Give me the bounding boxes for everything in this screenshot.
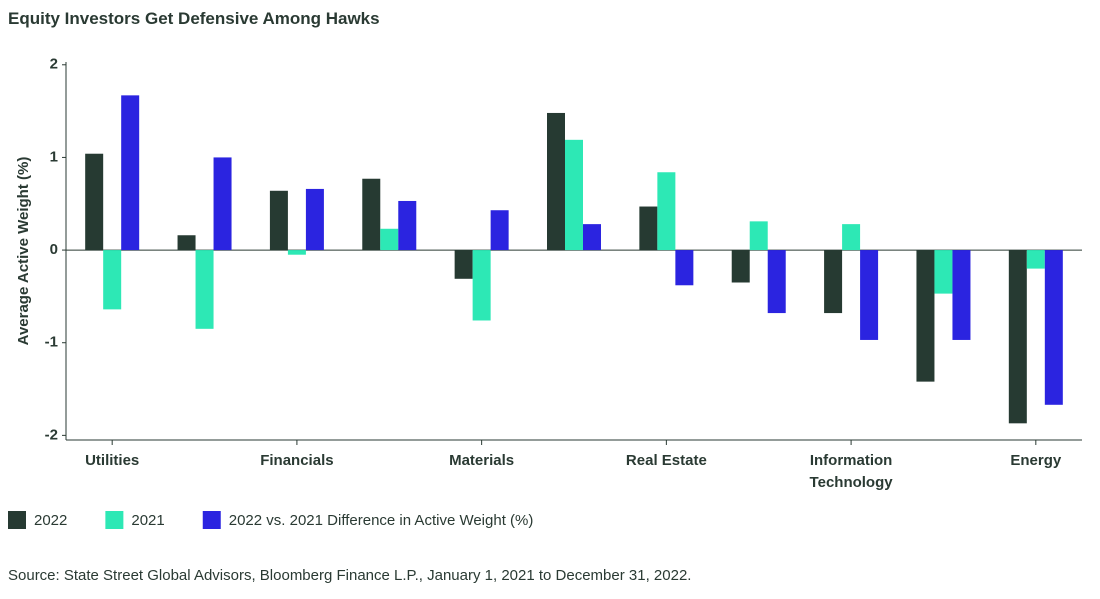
- bar: [85, 153, 104, 251]
- legend-swatch: [202, 511, 221, 529]
- x-tick-label: Real Estate: [625, 452, 707, 469]
- legend-swatch: [8, 511, 26, 529]
- x-tick-label: Financials: [260, 452, 334, 469]
- bar: [934, 250, 953, 294]
- bar: [583, 224, 601, 251]
- legend-label: 2021: [131, 512, 164, 529]
- bar: [860, 250, 879, 340]
- y-axis-title: Average Active Weight (%): [15, 157, 32, 346]
- y-tick-label: 2: [50, 56, 58, 73]
- bar: [177, 235, 196, 251]
- bar: [749, 221, 768, 251]
- bar: [675, 250, 694, 286]
- bar: [639, 206, 658, 251]
- bar: [380, 228, 399, 251]
- bar: [287, 250, 306, 255]
- bar: [565, 139, 583, 251]
- y-tick-label: -2: [45, 426, 58, 443]
- legend-label: 2022 vs. 2021 Difference in Active Weigh…: [229, 512, 534, 529]
- x-tick-label: Energy: [1010, 452, 1062, 469]
- bar: [121, 95, 140, 251]
- bar: [1044, 250, 1063, 405]
- bar: [362, 178, 381, 251]
- bar: [103, 250, 122, 310]
- legend-label: 2022: [34, 512, 67, 529]
- bar: [195, 250, 214, 329]
- y-tick-label: 1: [50, 148, 58, 165]
- source: Source: State Street Global Advisors, Bl…: [8, 567, 691, 584]
- x-tick-label: Materials: [449, 452, 515, 469]
- bar: [213, 157, 232, 251]
- bar: [490, 210, 509, 251]
- bar: [842, 224, 861, 251]
- bar: [454, 250, 473, 279]
- bar: [952, 250, 971, 340]
- x-tick-label: Utilities: [85, 452, 140, 469]
- bar: [657, 172, 676, 251]
- legend-swatch: [105, 511, 124, 529]
- bar: [547, 112, 565, 251]
- bar: [305, 188, 324, 251]
- bar: [731, 250, 750, 283]
- bar: [269, 190, 288, 251]
- bar: [1008, 250, 1027, 424]
- bar: [916, 250, 935, 382]
- x-tick-label: Information Technology: [809, 452, 893, 491]
- bar: [767, 250, 786, 314]
- y-tick-label: -1: [45, 334, 58, 351]
- bar: [398, 200, 417, 251]
- bar: [824, 250, 843, 314]
- chart-title: Equity Investors Get Defensive Among Haw…: [8, 9, 380, 28]
- bar: [472, 250, 491, 321]
- y-tick-label: 0: [50, 241, 58, 258]
- bar: [1026, 250, 1045, 269]
